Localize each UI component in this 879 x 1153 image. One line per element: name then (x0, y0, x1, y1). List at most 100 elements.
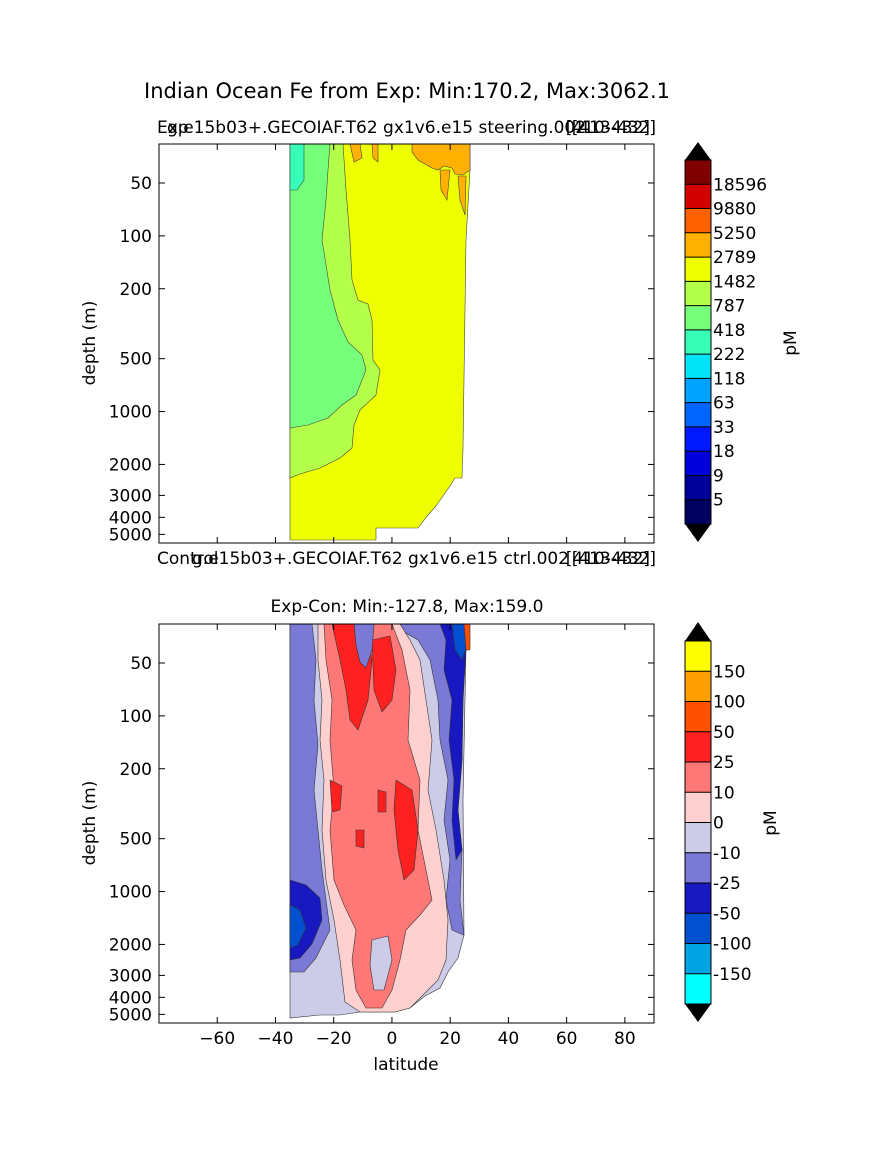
top-title-left-b: g.e15b03+.GECOIAF.T62 gx1v6.e15 steering… (167, 118, 586, 138)
bottom-colorbar-swatch (685, 701, 711, 733)
bottom-ytick-label: 2000 (109, 935, 152, 955)
top-colorbar-swatch (685, 184, 711, 210)
top-zone-1482d (457, 175, 467, 216)
xtick-label: −60 (199, 1029, 235, 1049)
top-zone-1482 (411, 144, 471, 176)
top-colorbar-swatch (685, 354, 711, 379)
top-colorbar-swatch (685, 499, 711, 525)
top-colorbar-label: pM (781, 330, 801, 355)
top-colorbar-swatch (685, 426, 711, 452)
bottom-title: Exp-Con: Min:-127.8, Max:159.0 (271, 597, 544, 617)
top-colorbar-tick-label: 2789 (713, 248, 756, 268)
bot-zone-minus10-inner (369, 935, 393, 991)
top-colorbar-tick-label: 1482 (713, 272, 756, 292)
top-colorbar-swatch (685, 208, 711, 234)
bottom-colorbar-swatch (685, 731, 711, 763)
bottom-y-axis-label: depth (m) (80, 781, 100, 866)
bottom-colorbar-swatch (685, 883, 711, 914)
bottom-ytick-label: 100 (120, 707, 152, 727)
xtick-label: 60 (556, 1029, 578, 1049)
top-colorbar-swatch (685, 160, 711, 185)
top-colorbar-tick-label: 9880 (713, 200, 756, 220)
bottom-colorbar-tick-label: 100 (713, 693, 745, 713)
bottom-ytick-label: 500 (120, 830, 152, 850)
bot-zone-over-right (463, 624, 471, 651)
top-colorbar-tick-label: 5 (713, 491, 724, 511)
bottom-colorbar-swatch (685, 822, 711, 854)
bottom-axes-frame (158, 623, 655, 1024)
top-colorbar-tick-label: 787 (713, 297, 745, 317)
x-axis-label: latitude (373, 1055, 438, 1075)
bottom-colorbar-tick-label: -100 (713, 935, 752, 955)
top-ytick-label: 200 (120, 280, 152, 300)
bottom-x-ticks: −60 −40 −20 0 20 40 60 80 (199, 624, 636, 1049)
bottom-ytick-label: 4000 (109, 988, 152, 1008)
top-colorbar-over-arrow (685, 142, 711, 160)
top-colorbar-tick-label: 222 (713, 345, 745, 365)
xtick-label: −20 (316, 1029, 352, 1049)
bottom-colorbar-tick-label: -150 (713, 965, 752, 985)
bot-zone-minus100-left (289, 904, 307, 949)
top-panel: Exp g.e15b03+.GECOIAF.T62 gx1v6.e15 stee… (80, 118, 656, 545)
top-y-axis-label: depth (m) (80, 301, 100, 386)
bottom-colorbar-swatch (685, 792, 711, 823)
top-colorbar: 18596 9880 5250 2789 1482 787 418 222 118 63 33 18 9… (684, 142, 801, 542)
top-title-left-a: Exp (157, 118, 189, 138)
bottom-colorbar-tick-label: -25 (713, 874, 741, 894)
bot-zone-minus50-right (439, 624, 467, 861)
top-colorbar-tick-label: 18 (713, 442, 735, 462)
bottom-colorbar-tick-label: 10 (713, 783, 735, 803)
top-colorbar-tick-label: 418 (713, 321, 745, 341)
bot-zone-25-b (371, 635, 397, 713)
top-zone-1482e (371, 144, 379, 163)
bottom-field (289, 624, 471, 1019)
bottom-title-right-a: [413-432] (572, 549, 656, 569)
bottom-colorbar-swatch (685, 973, 711, 1005)
bottom-colorbar-swatch (685, 913, 711, 944)
top-zone-1482b (349, 144, 363, 163)
top-x-ticks (216, 144, 626, 543)
top-colorbar-swatch (685, 451, 711, 476)
bottom-title-left-b: g.e15b03+.GECOIAF.T62 gx1v6.e15 ctrl.002 (192, 549, 569, 569)
bot-zone-25-c (393, 779, 419, 881)
top-zone-1482c (439, 169, 451, 201)
top-ytick-label: 4000 (109, 508, 152, 528)
bottom-colorbar-tick-label: 50 (713, 723, 735, 743)
bottom-ytick-label: 50 (130, 654, 152, 674)
bottom-colorbar-tick-label: -50 (713, 904, 741, 924)
bot-zone-25-e (377, 789, 387, 813)
top-ytick-label: 5000 (109, 525, 152, 545)
bottom-ytick-label: 200 (120, 760, 152, 780)
bottom-colorbar-label: pM (761, 810, 781, 835)
top-colorbar-under-arrow (685, 524, 711, 542)
bottom-title-left-a: Control (157, 549, 218, 569)
bottom-colorbar-swatch (685, 852, 711, 884)
top-ytick-label: 3000 (109, 486, 152, 506)
xtick-label: 40 (498, 1029, 520, 1049)
bot-zone-25-d (329, 779, 343, 813)
bottom-colorbar-under-arrow (685, 1004, 711, 1022)
figure-title: Indian Ocean Fe from Exp: Min:170.2, Max… (144, 79, 670, 103)
bottom-ytick-label: 5000 (109, 1005, 152, 1025)
top-ytick-label: 100 (120, 227, 152, 247)
top-title-right-b: [410-432] (566, 118, 650, 138)
top-colorbar-swatch (685, 378, 711, 404)
bottom-colorbar-swatch (685, 671, 711, 702)
top-colorbar-swatch (685, 475, 711, 501)
top-colorbar-swatch (685, 232, 711, 258)
top-colorbar-tick-label: 9 (713, 466, 724, 486)
bottom-colorbar-swatch (685, 641, 711, 672)
top-colorbar-tick-label: 63 (713, 394, 735, 414)
bottom-colorbar-tick-label: 0 (713, 814, 724, 834)
top-colorbar-tick-label: 33 (713, 418, 735, 438)
top-colorbar-swatch (685, 257, 711, 282)
xtick-label: 0 (387, 1029, 398, 1049)
top-zone-222 (289, 144, 367, 429)
top-colorbar-tick-label: 118 (713, 369, 745, 389)
top-title-right-a: [413-432] (572, 118, 656, 138)
bottom-colorbar-tick-label: 25 (713, 753, 735, 773)
